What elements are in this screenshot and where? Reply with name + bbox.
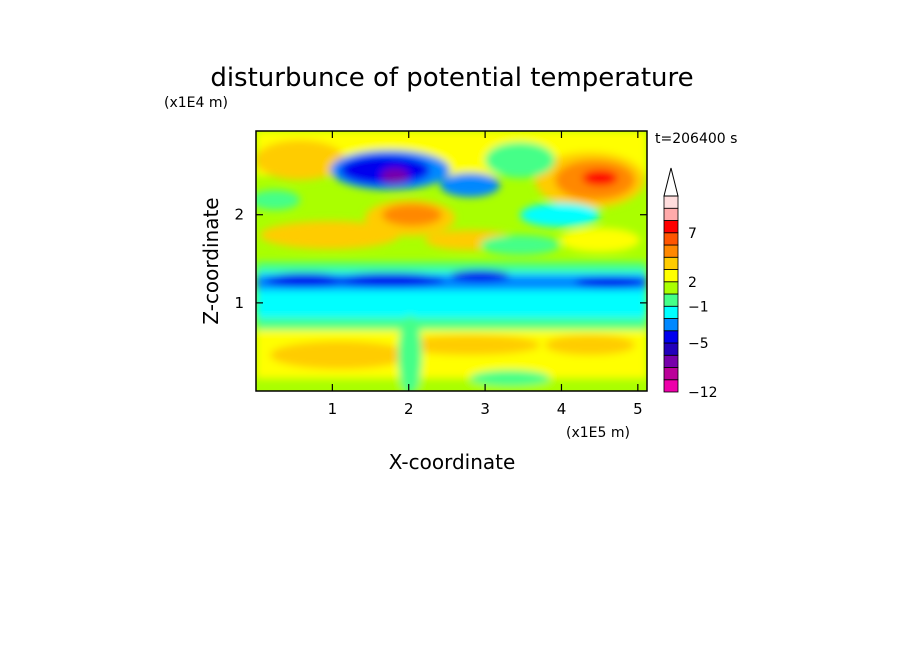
x-tick-label: 2 <box>404 400 414 418</box>
colorbar-label: −1 <box>688 299 709 315</box>
y-unit-label: (x1E4 m) <box>164 95 228 111</box>
x-unit-label: (x1E5 m) <box>566 425 630 441</box>
contour-field <box>256 131 647 391</box>
colorbar-swatch <box>663 281 679 295</box>
colorbar-swatch <box>663 220 679 234</box>
x-axis-title: X-coordinate <box>389 450 516 474</box>
colorbar-swatch <box>663 379 679 393</box>
colorbar-swatch <box>663 195 679 209</box>
colorbar-label: −12 <box>688 385 718 401</box>
x-tick-label: 5 <box>633 400 643 418</box>
y-axis-title: Z-coordinate <box>199 197 223 324</box>
x-axis: 1 2 3 4 5 <box>328 131 643 418</box>
colorbar-swatch <box>663 207 679 221</box>
y-tick-label: 1 <box>234 294 244 312</box>
y-tick-label: 2 <box>234 206 244 224</box>
x-tick-label: 3 <box>480 400 490 418</box>
colorbar-swatch <box>663 318 679 332</box>
x-tick-label: 1 <box>328 400 338 418</box>
colorbar-label: 7 <box>688 226 697 242</box>
time-label: t=206400 s <box>655 131 737 147</box>
colorbar-swatch <box>663 367 679 381</box>
chart-title: disturbunce of potential temperature <box>210 63 693 93</box>
colorbar-swatch <box>663 269 679 283</box>
colorbar-swatch <box>663 354 679 368</box>
plot-frame <box>255 130 648 392</box>
y-axis: 12 <box>234 206 647 312</box>
colorbar-swatch <box>663 293 679 307</box>
colorbar-swatch <box>663 342 679 356</box>
colorbar-swatch <box>663 330 679 344</box>
colorbar-label: −5 <box>688 336 709 352</box>
colorbar-swatch <box>663 256 679 270</box>
colorbar-swatch <box>663 244 679 258</box>
colorbar-swatch <box>663 305 679 319</box>
colorbar-swatch <box>663 232 679 246</box>
colorbar-extend-arrow <box>663 167 679 197</box>
colorbar-label: 2 <box>688 275 697 291</box>
colorbar: 7 2 −1 −5 −12 <box>663 167 718 401</box>
x-tick-label: 4 <box>557 400 567 418</box>
